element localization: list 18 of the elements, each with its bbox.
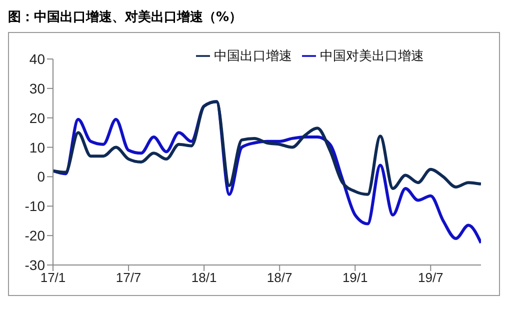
chart-title: 图：中国出口增速、对美出口增速（%） xyxy=(8,8,244,27)
line-series xyxy=(53,100,481,196)
x-tick-label: 18/7 xyxy=(266,270,292,286)
legend-label: 中国出口增速 xyxy=(214,49,292,64)
x-tick-label: 19/7 xyxy=(418,270,444,286)
x-tick-label: 19/1 xyxy=(342,270,368,286)
x-tick-label: 17/7 xyxy=(116,270,142,286)
y-tick-label: 40 xyxy=(29,50,46,67)
y-tick-label: -30 xyxy=(24,256,46,273)
y-tick-label: -20 xyxy=(24,228,46,244)
x-tick-label: 17/1 xyxy=(40,270,66,286)
y-tick-label: 0 xyxy=(37,168,46,185)
y-tick-label: 30 xyxy=(29,80,46,96)
legend-label: 中国对美出口增速 xyxy=(320,49,424,64)
y-tick-label: 10 xyxy=(29,139,46,156)
x-tick-label: 18/1 xyxy=(191,270,217,286)
y-tick-label: 20 xyxy=(29,110,46,126)
y-tick-label: -10 xyxy=(24,198,46,214)
